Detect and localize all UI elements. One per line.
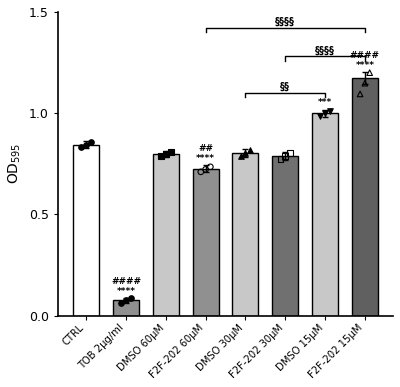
Bar xyxy=(232,152,258,315)
Point xyxy=(167,149,174,155)
Point xyxy=(238,153,244,159)
Point xyxy=(202,166,209,173)
Point xyxy=(78,144,84,150)
Point xyxy=(83,141,89,147)
Point xyxy=(317,113,324,119)
Bar xyxy=(352,78,378,315)
Point xyxy=(158,152,164,159)
Point xyxy=(282,153,288,159)
Point xyxy=(247,147,253,153)
Point xyxy=(357,91,363,97)
Bar xyxy=(153,154,179,315)
Bar xyxy=(272,156,298,315)
Point xyxy=(327,108,333,114)
Text: §§: §§ xyxy=(280,82,290,92)
Text: ####: #### xyxy=(111,277,141,286)
Point xyxy=(242,150,249,156)
Point xyxy=(287,150,293,156)
Point xyxy=(366,70,373,76)
Text: §§§§: §§§§ xyxy=(275,17,295,27)
Point xyxy=(362,80,368,86)
Bar xyxy=(113,300,139,315)
Bar xyxy=(193,169,218,315)
Text: ####: #### xyxy=(350,51,380,60)
Point xyxy=(277,156,284,162)
Text: ##: ## xyxy=(198,144,213,153)
Text: ****: **** xyxy=(355,61,374,70)
Point xyxy=(198,169,204,175)
Text: ****: **** xyxy=(196,154,215,163)
Text: ***: *** xyxy=(318,98,332,108)
Text: §§§§: §§§§ xyxy=(315,45,335,55)
Point xyxy=(123,297,129,303)
Point xyxy=(88,139,94,145)
Bar xyxy=(312,113,338,315)
Point xyxy=(128,295,134,301)
Point xyxy=(118,300,124,306)
Text: ****: **** xyxy=(116,287,136,296)
Y-axis label: OD$_{595}$: OD$_{595}$ xyxy=(7,143,23,184)
Point xyxy=(207,164,214,170)
Bar xyxy=(73,144,99,315)
Point xyxy=(162,151,169,157)
Point xyxy=(322,110,328,116)
